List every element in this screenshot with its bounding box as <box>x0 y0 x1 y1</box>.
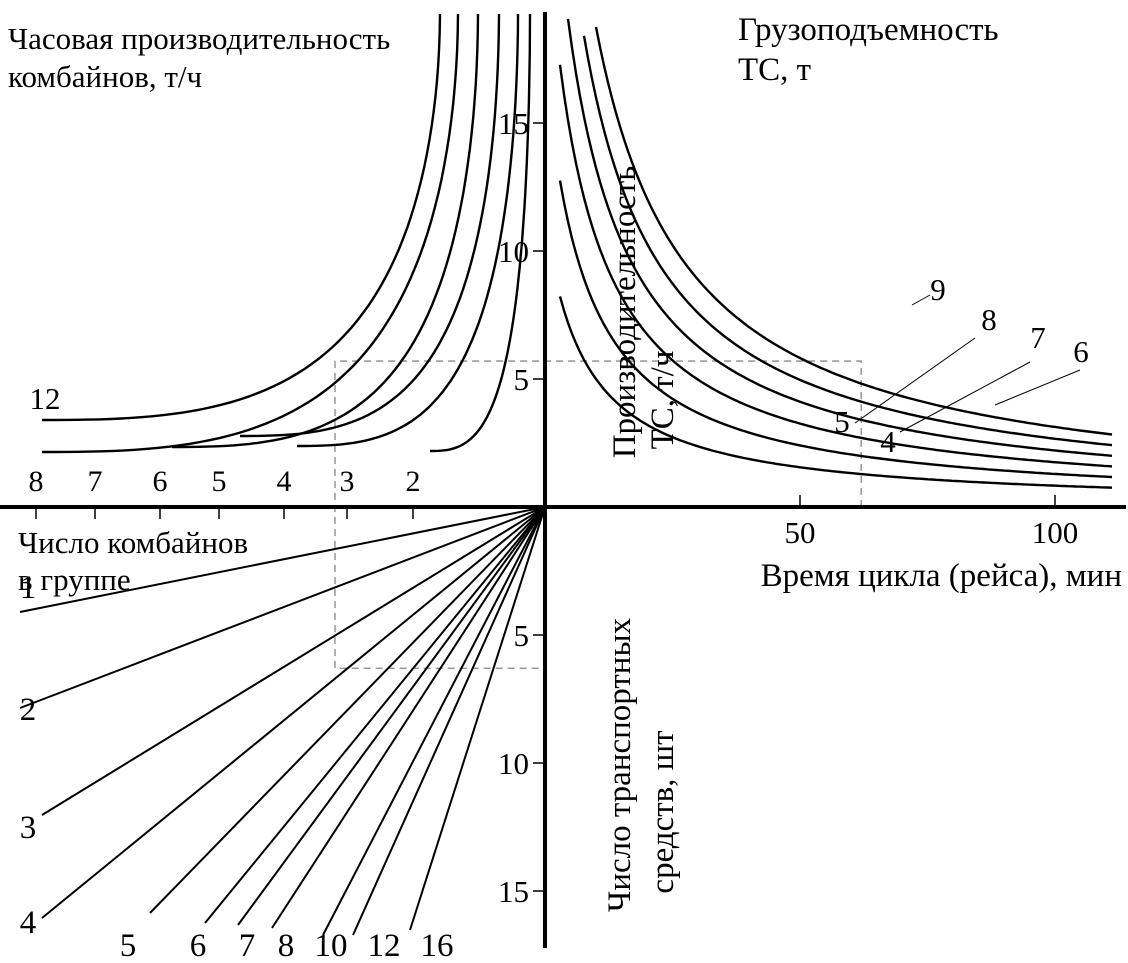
left-axis-tick-label: 6 <box>153 465 168 498</box>
harvester-count-label-4: 4 <box>20 905 37 941</box>
harvester-count-title-line2: в группе <box>18 562 131 597</box>
harvester-count-label-6: 6 <box>190 928 207 963</box>
y-axis-tick-label: 15 <box>498 106 529 141</box>
harvester-count-ray-16 <box>409 506 546 931</box>
y-axis-tick-label: 5 <box>514 362 530 397</box>
left-axis-tick-label: 7 <box>88 465 103 498</box>
vehicles-axis-label-line2: средств, шт <box>645 730 681 893</box>
harvester-count-ray-1 <box>19 506 546 613</box>
harvester-count-ray-2 <box>19 506 546 709</box>
y-axis-label-line2: ТС, т/ч <box>645 351 681 450</box>
capacity-curves <box>558 18 1113 489</box>
vehicles-axis-tick-label: 15 <box>498 874 529 909</box>
harvester-count-ray-7 <box>237 506 546 926</box>
left-axis-tick-label: 5 <box>212 465 227 498</box>
harvester-productivity-curves <box>42 13 532 454</box>
harvester-count-label-16: 16 <box>421 928 454 963</box>
harvester-count-label-7: 7 <box>239 928 256 963</box>
harvester-count-ray-12 <box>352 506 546 936</box>
harvester-curve-6 <box>430 13 532 453</box>
harvester-count-ray-10 <box>322 506 546 936</box>
left-axis-tick-label: 4 <box>277 465 292 498</box>
capacity-curve-label-7: 7 <box>1030 320 1046 355</box>
capacity-curve-label-8: 8 <box>981 302 997 337</box>
harvester-curve-label-12: 12 <box>30 381 61 416</box>
y-axis-tick-label: 10 <box>498 234 529 269</box>
capacity-curve-label-5: 5 <box>834 404 850 439</box>
harvester-productivity-title-line2: комбайнов, т/ч <box>8 59 202 94</box>
vehicles-axis-label-line1: Число транспортных <box>602 617 638 912</box>
capacity-curve-label-6: 6 <box>1073 334 1089 369</box>
capacity-curve-label-4: 4 <box>880 424 896 459</box>
left-axis-tick-label: 2 <box>406 465 421 498</box>
label-leader <box>899 361 1031 433</box>
harvester-count-ray-4 <box>41 506 546 919</box>
harvester-count-title-line1: Число комбайнов <box>18 525 248 560</box>
harvester-count-ray-5 <box>149 506 546 914</box>
harvester-count-label-5: 5 <box>120 928 137 963</box>
left-axis-tick-label: 8 <box>29 465 44 498</box>
harvester-count-ray-6 <box>204 506 546 924</box>
harvester-count-rays <box>19 506 546 936</box>
harvester-curve-3 <box>172 13 480 449</box>
harvester-curve-2 <box>42 13 460 454</box>
capacity-curve-5 <box>558 180 1113 479</box>
axes <box>0 12 1126 948</box>
example-guide-path <box>334 360 862 669</box>
harvester-productivity-title-line1: Часовая производительность <box>8 21 390 56</box>
y-axis-label-line1: Производительность <box>607 166 643 459</box>
harvester-curve-5 <box>297 13 520 448</box>
left-axis-tick-label: 3 <box>340 465 355 498</box>
x-axis-label: Время цикла (рейса), мин <box>761 558 1122 594</box>
capacity-curve-4 <box>558 296 1113 489</box>
example-guide-lines <box>334 360 862 669</box>
harvester-count-label-8: 8 <box>278 928 295 963</box>
capacity-curve-8 <box>582 35 1113 447</box>
harvester-count-label-1: 1 <box>20 570 37 606</box>
capacity-curve-7 <box>566 18 1113 457</box>
x-axis-tick-label: 100 <box>1032 515 1079 550</box>
harvester-count-label-10: 10 <box>315 928 348 963</box>
x-axis-tick-label: 50 <box>785 515 816 550</box>
capacity-title-line2: ТС, т <box>738 52 811 88</box>
label-leader <box>911 294 931 306</box>
harvester-curve-4 <box>240 13 501 438</box>
harvester-count-label-3: 3 <box>20 810 37 846</box>
label-leader <box>854 337 976 424</box>
capacity-curve-label-9: 9 <box>930 272 946 307</box>
harvester-count-ray-3 <box>41 506 546 816</box>
harvester-count-label-12: 12 <box>368 928 401 963</box>
capacity-curve-9 <box>594 26 1113 436</box>
capacity-curve-6 <box>558 64 1113 468</box>
harvester-curve-1 <box>42 13 442 422</box>
harvester-count-ray-8 <box>271 506 546 929</box>
vehicles-axis-tick-label: 5 <box>514 618 530 653</box>
vehicles-axis-tick-label: 10 <box>498 746 529 781</box>
label-leader <box>994 369 1081 406</box>
harvester-count-label-2: 2 <box>20 692 37 728</box>
capacity-title-line1: Грузоподъемность <box>738 12 999 48</box>
